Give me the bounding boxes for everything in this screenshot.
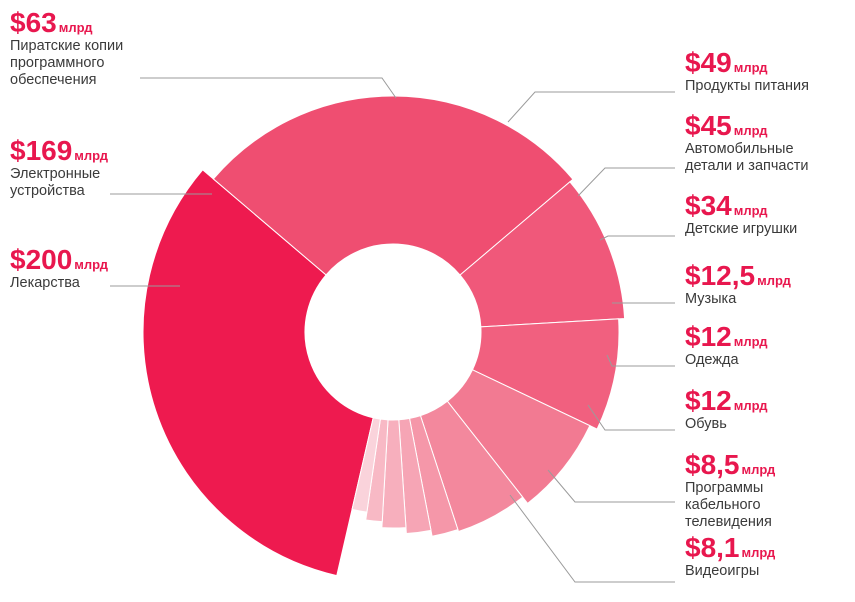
slices-group [142,95,626,577]
category-label-3: Пиратские копии программного обеспечения [10,38,123,88]
category-label-10: Программы кабельного телевидения [685,480,772,530]
category-label-11: Видеоигры [685,563,759,579]
category-label-2: Электронные устройства [10,166,100,199]
value-label-2: $169 млрд [10,135,109,166]
leader-line-4 [507,91,675,123]
category-label-7: Музыка [685,291,737,307]
value-label-3: $63 млрд [10,7,93,38]
leader-line-6 [599,235,675,241]
category-label-5: Автомобильные детали и запчасти [685,141,808,174]
value-label-5: $45 млрд [685,110,768,141]
category-label-8: Одежда [685,352,739,368]
value-label-11: $8,1 млрд [685,532,776,563]
leader-line-5 [577,167,675,197]
category-label-4: Продукты питания [685,78,809,94]
value-label-4: $49 млрд [685,47,768,78]
value-label-1: $200 млрд [10,244,109,275]
leader-line-8 [606,354,675,367]
leader-lines-group [110,77,675,583]
value-label-10: $8,5 млрд [685,449,776,480]
value-label-8: $12 млрд [685,321,768,352]
leader-line-10 [547,469,675,503]
value-label-7: $12,5 млрд [685,260,792,291]
value-label-9: $12 млрд [685,385,768,416]
leader-line-11 [509,494,675,583]
value-label-6: $34 млрд [685,190,768,221]
leader-line-9 [587,404,675,431]
category-label-9: Обувь [685,416,727,432]
category-label-6: Детские игрушки [685,221,797,237]
donut-hole [305,244,481,420]
category-label-1: Лекарства [10,275,81,291]
leader-line-3 [140,77,397,99]
